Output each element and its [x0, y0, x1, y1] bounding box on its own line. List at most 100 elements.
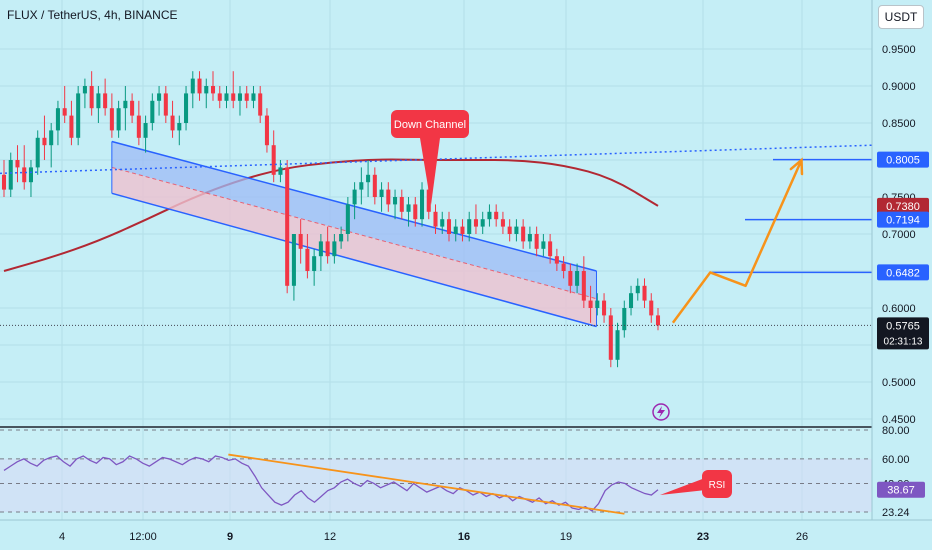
candle: [190, 78, 195, 94]
candle: [231, 93, 236, 101]
level-2-price-tag-bg: [877, 264, 929, 281]
candle: [123, 100, 128, 109]
candle: [615, 330, 620, 360]
candle: [588, 300, 593, 308]
candle: [339, 234, 344, 242]
candle: [82, 86, 87, 94]
callout-box: [391, 110, 469, 138]
callout-pointer: [420, 138, 440, 205]
projection-path[interactable]: [671, 159, 803, 324]
candle: [305, 248, 310, 271]
candle: [264, 115, 269, 146]
candle: [278, 167, 283, 175]
price-tick-label: 0.6000: [882, 303, 916, 315]
currency-button[interactable]: USDT: [878, 5, 924, 29]
candle: [352, 189, 357, 205]
candle: [413, 204, 418, 220]
candle: [453, 226, 458, 234]
candle: [635, 285, 640, 294]
level-2-price-tag[interactable]: 0.6482: [877, 264, 929, 281]
lightning-icon[interactable]: [652, 403, 670, 421]
candle: [487, 211, 492, 220]
time-tick-label: 26: [796, 531, 808, 543]
candle: [386, 189, 391, 205]
rsi-tick-label: 23.24: [882, 507, 910, 519]
candle: [69, 115, 74, 138]
last-price-text: 0.5765: [886, 320, 920, 332]
callout-label: Down Channel: [394, 119, 466, 131]
ma-price-tag-bg: [877, 197, 929, 214]
time-tick-label: 9: [227, 531, 233, 543]
candle: [312, 256, 317, 271]
price-tick-label: 0.4500: [882, 414, 916, 426]
projection-arrowhead: [789, 157, 804, 176]
candle: [89, 86, 94, 109]
candle: [494, 211, 499, 220]
candle: [76, 93, 81, 138]
candle: [170, 115, 175, 131]
candle: [163, 93, 168, 116]
time-tick-label: 12: [324, 531, 336, 543]
candle: [345, 204, 350, 234]
level-1-price-tag[interactable]: 0.7194: [877, 211, 929, 228]
candle: [419, 189, 425, 220]
time-tick-label: 16: [458, 531, 470, 543]
resistance-price-tag[interactable]: 0.8005: [877, 151, 929, 168]
candle: [446, 219, 452, 234]
symbol-title: FLUX / TetherUS, 4h, BINANCE: [7, 8, 178, 22]
candle: [291, 234, 296, 286]
last-price-tag-bg: [877, 317, 929, 350]
candle: [527, 234, 532, 242]
price-tick-label: 0.9500: [882, 44, 916, 56]
candle: [521, 226, 526, 242]
candle: [197, 78, 202, 94]
candle: [298, 234, 303, 249]
candle: [42, 137, 47, 146]
candle: [507, 226, 512, 234]
candle: [581, 271, 586, 301]
channel-lower-line[interactable]: [111, 192, 597, 328]
last-price-tag[interactable]: 0.5765 02:31:13: [877, 317, 929, 350]
overlay-drawings: Down Channel: [0, 110, 873, 421]
candle: [460, 226, 465, 234]
ma-price-tag[interactable]: 0.7380: [877, 197, 929, 214]
candle: [116, 108, 121, 131]
candle: [595, 300, 600, 308]
candle: [318, 241, 323, 257]
candle: [554, 256, 559, 264]
candle: [649, 300, 654, 316]
time-tick-label: 4: [59, 531, 65, 543]
price-tick-label: 0.9000: [882, 81, 916, 93]
candle: [258, 93, 263, 116]
rsi-callout-pointer: [660, 478, 706, 495]
rsi-callout[interactable]: RSI: [660, 470, 732, 498]
candle: [548, 241, 553, 257]
candle: [184, 93, 189, 123]
candle: [655, 315, 661, 326]
candle: [379, 189, 384, 197]
candle: [22, 167, 27, 183]
channel-lower-fill: [111, 167, 597, 327]
candle: [467, 219, 472, 234]
candle: [426, 189, 431, 212]
candle: [130, 100, 135, 116]
candle: [224, 93, 229, 101]
candle: [204, 86, 209, 94]
candlestick-series: [1, 71, 661, 368]
lightning-icon-bolt: [657, 406, 665, 418]
candle: [109, 108, 114, 131]
candle: [541, 241, 546, 249]
candle: [514, 226, 519, 234]
price-tick-label: 0.8500: [882, 118, 916, 130]
down-channel-callout[interactable]: Down Channel: [391, 110, 469, 205]
candle: [103, 93, 108, 109]
time-tick-label: 12:00: [129, 531, 157, 543]
candle: [433, 211, 438, 227]
candle: [49, 130, 54, 146]
rsi-divergence-line[interactable]: [228, 453, 625, 515]
candle: [406, 204, 411, 212]
candle: [629, 293, 634, 308]
price-tick-label: 0.7000: [882, 229, 916, 241]
candle: [480, 219, 485, 227]
